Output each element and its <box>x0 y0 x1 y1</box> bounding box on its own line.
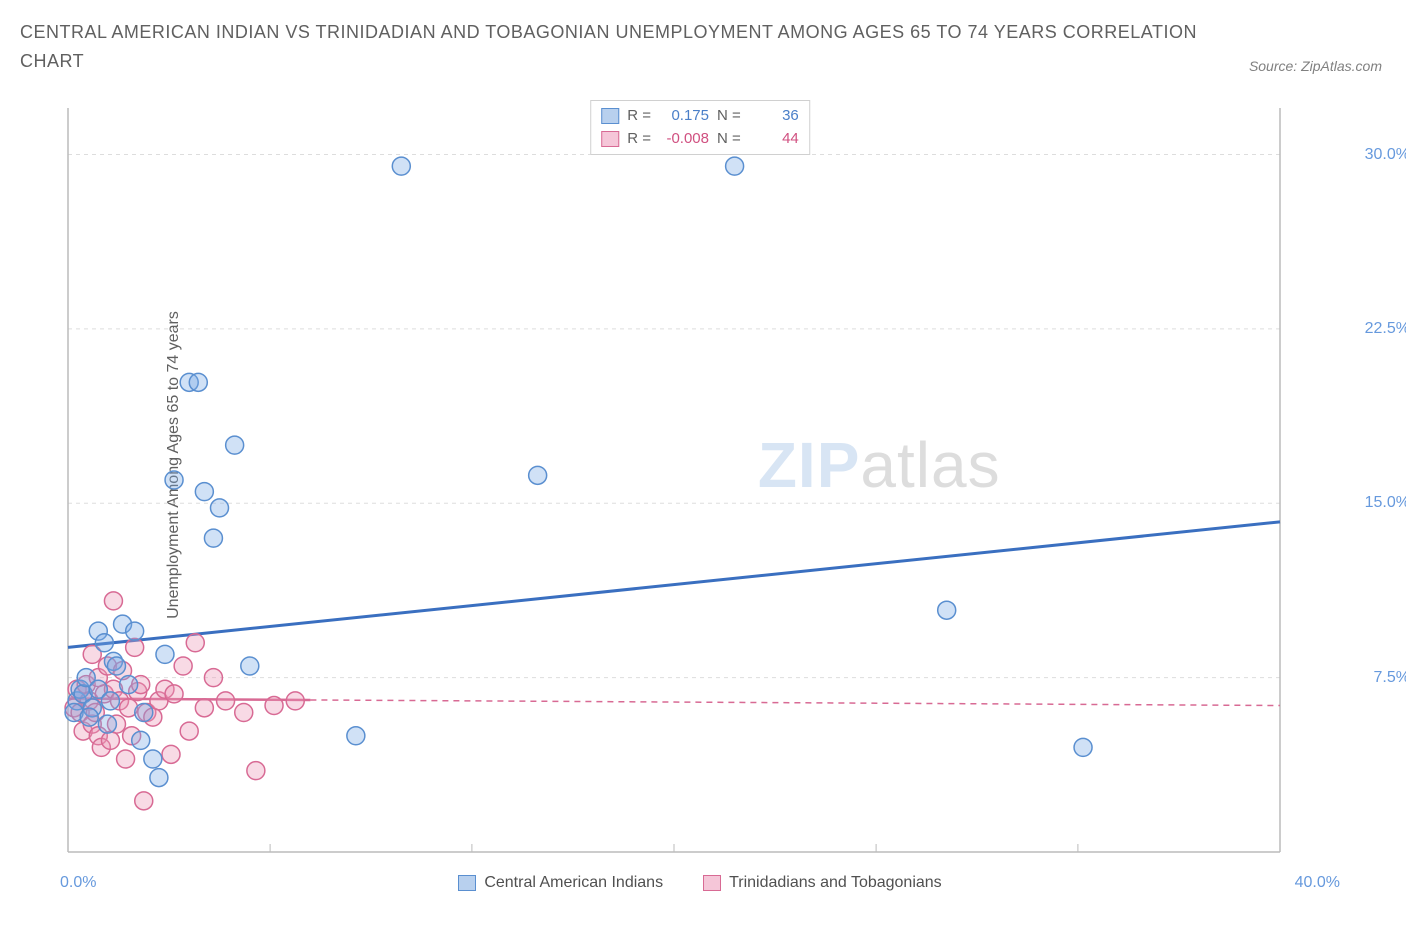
y-tick-label: 22.5% <box>1365 320 1406 338</box>
n-label-1: N = <box>717 105 741 128</box>
legend-item-series1: Central American Indians <box>458 874 663 892</box>
legend-item-series2: Trinidadians and Tobagonians <box>703 874 942 892</box>
n-label-2: N = <box>717 128 741 151</box>
r-value-1: 0.175 <box>659 105 709 128</box>
chart-area: ZIPatlas R = 0.175 N = 36 R = -0.008 N =… <box>60 100 1340 860</box>
n-value-1: 36 <box>749 105 799 128</box>
chart-title: CENTRAL AMERICAN INDIAN VS TRINIDADIAN A… <box>20 18 1206 76</box>
correlation-legend: R = 0.175 N = 36 R = -0.008 N = 44 <box>590 100 810 155</box>
swatch-bottom-series2 <box>703 875 721 891</box>
legend-label-series1: Central American Indians <box>484 874 663 892</box>
scatter-plot-svg <box>60 100 1340 860</box>
n-value-2: 44 <box>749 128 799 151</box>
y-tick-label: 7.5% <box>1374 669 1406 687</box>
series-legend: Central American Indians Trinidadians an… <box>60 874 1340 892</box>
swatch-bottom-series1 <box>458 875 476 891</box>
source-attribution: Source: ZipAtlas.com <box>1249 58 1382 74</box>
swatch-series2 <box>601 131 619 147</box>
legend-row-series2: R = -0.008 N = 44 <box>601 128 799 151</box>
legend-label-series2: Trinidadians and Tobagonians <box>729 874 942 892</box>
swatch-series1 <box>601 108 619 124</box>
r-label-2: R = <box>627 128 651 151</box>
r-value-2: -0.008 <box>659 128 709 151</box>
legend-row-series1: R = 0.175 N = 36 <box>601 105 799 128</box>
r-label-1: R = <box>627 105 651 128</box>
y-tick-label: 30.0% <box>1365 146 1406 164</box>
y-tick-label: 15.0% <box>1365 494 1406 512</box>
